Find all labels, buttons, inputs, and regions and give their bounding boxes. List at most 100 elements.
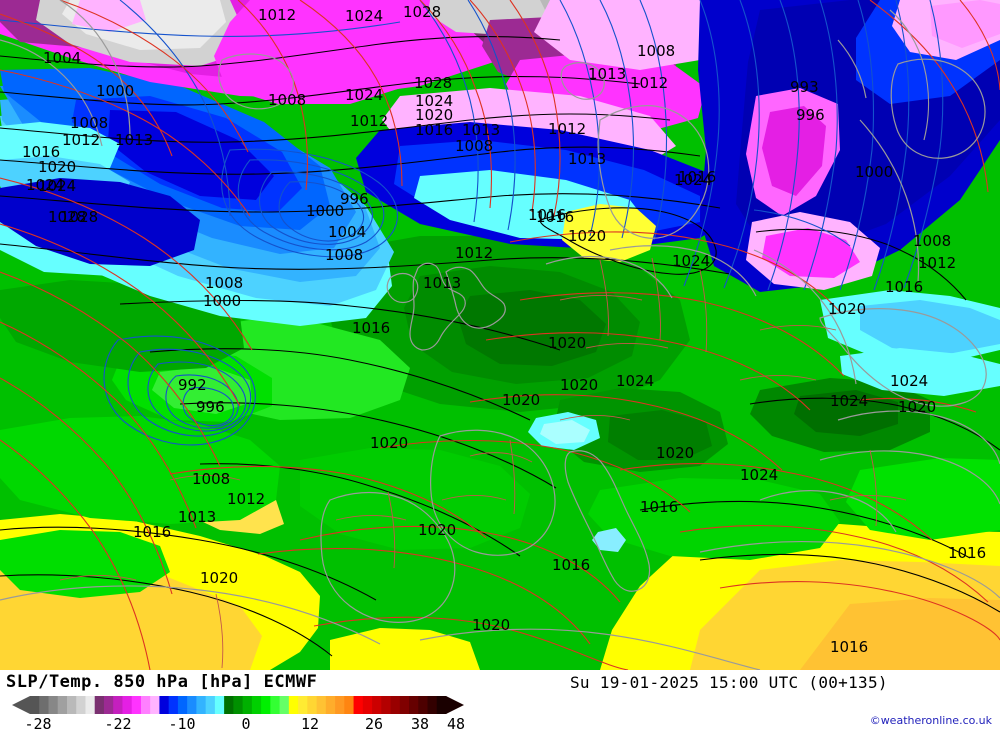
isobar-label: 1020: [656, 444, 694, 462]
isobar-label: 1012: [62, 131, 100, 149]
isobar-label: 1008: [455, 137, 493, 155]
isobar-label: 1008: [205, 274, 243, 292]
temp-fill-green-mid-3: [588, 478, 840, 560]
isobar-label: 1020: [502, 391, 540, 409]
isobar-label: 1020: [200, 569, 238, 587]
colorbar-swatch: [279, 696, 290, 714]
weather-map-canvas[interactable]: 1004 1000 1008 1012 1013 1016 1020 1024 1028 1012…: [0, 0, 1000, 670]
colorbar-swatch: [381, 696, 391, 714]
temp-fill-pink-top-5: [534, 0, 716, 70]
colorbar-swatch: [251, 696, 262, 714]
isobar-label: 1016: [948, 544, 986, 562]
colorbar-swatch: [409, 696, 419, 714]
colorbar-swatch: [224, 696, 234, 714]
isobar-label: 1000: [855, 163, 893, 181]
temp-fill-pink-top-3: [72, 0, 146, 32]
temperature-colorbar[interactable]: -28 -22 -10 0 12 26 38 48: [0, 694, 480, 733]
isobar-label: 1012: [630, 74, 668, 92]
colorbar-swatch: [76, 696, 86, 714]
isobar-label: 1024: [740, 466, 778, 484]
temp-fill-yellow-central: [562, 204, 656, 262]
colorbar-tick-label: 26: [365, 715, 383, 733]
colorbar-right-arrow: [446, 696, 464, 714]
isobar-label: 1020: [898, 398, 936, 416]
colorbar-swatch: [168, 696, 179, 714]
colorbar-tick-label: -22: [104, 715, 131, 733]
colorbar-swatch: [48, 696, 59, 714]
isobar-label: 1012: [548, 120, 586, 138]
colorbar-tick-label: -28: [24, 715, 51, 733]
isobar-label: 1028: [403, 3, 441, 21]
isobar-label: 1020: [560, 376, 598, 394]
colorbar-swatch: [214, 696, 225, 714]
isobar-label: 1012: [918, 254, 956, 272]
isobar-label: 1004: [328, 223, 366, 241]
colorbar-swatch: [103, 696, 114, 714]
colorbar-swatch: [187, 696, 197, 714]
colorbar-swatch: [150, 696, 160, 714]
slp-contours: [0, 0, 1000, 670]
colorbar-swatch: [242, 696, 253, 714]
isobar-label: 1024: [38, 177, 76, 195]
political-borders: [59, 257, 907, 669]
isobar-label: 996: [340, 190, 369, 208]
temp-fill-magenta-ne: [762, 106, 826, 196]
colorbar-swatch: [288, 696, 299, 714]
colorbar-tick-label: 0: [241, 715, 250, 733]
isobar-label: 1020: [568, 227, 606, 245]
isobar-label: 1024: [674, 171, 712, 189]
isobar-label: 1020: [472, 616, 510, 634]
temp-fill-green-mid-2: [300, 448, 530, 550]
isobar-label: 1028: [48, 208, 86, 226]
isobar-label: 1024: [345, 86, 383, 104]
isobar-label: 1012: [258, 6, 296, 24]
colorbar-swatch: [427, 696, 438, 714]
temp-fill-orange-south3: [800, 598, 1000, 670]
isobar-label: 1024: [616, 372, 654, 390]
isobar-label: 1013: [423, 274, 461, 292]
colorbar-tick-label: -10: [168, 715, 195, 733]
temp-fill-magenta-top-3: [214, 0, 470, 104]
isobar-label: 1024: [26, 176, 64, 194]
temp-fill-yellow-iberia: [330, 628, 480, 670]
footer-bar: SLP/Temp. 850 hPa [hPa] ECMWF Su 19-01-2…: [0, 670, 1000, 733]
colorbar-swatch: [94, 696, 105, 714]
isobar-label: 1013: [462, 121, 500, 139]
colorbar-swatch: [30, 696, 40, 714]
colorbar-swatch: [436, 696, 447, 714]
colorbar-swatch: [270, 696, 280, 714]
isobar-label: 1020: [38, 158, 76, 176]
isobar-label: 1013: [178, 508, 216, 526]
isobar-label: 1020: [415, 106, 453, 124]
temp-fill-magenta-e-2: [762, 228, 860, 278]
isobar-label: 1016: [640, 498, 678, 516]
isobar-label: 1024: [890, 372, 928, 390]
isobar-label: 993: [790, 78, 819, 96]
isobar-label: 992: [178, 376, 207, 394]
colorbar-tick-label: 48: [447, 715, 465, 733]
isobar-label: 1020: [418, 521, 456, 539]
temp-fill-blue-deep-2: [108, 110, 274, 200]
isobar-label: 1020: [548, 334, 586, 352]
isobar-label: 1028: [60, 208, 98, 226]
colorbar-swatch: [122, 696, 133, 714]
colorbar-swatch: [325, 696, 336, 714]
isobar-label: 1008: [192, 470, 230, 488]
isobar-label: 1000: [306, 202, 344, 220]
copyright-credit: ©weatheronline.co.uk: [869, 714, 992, 727]
temp-fill-pink-ne-3: [930, 0, 1000, 48]
isobar-label: 1008: [325, 246, 363, 264]
colorbar-swatch: [390, 696, 401, 714]
isobar-label: 1008: [913, 232, 951, 250]
isobar-label: 1008: [637, 42, 675, 60]
colorbar-tick-labels: -28 -22 -10 0 12 26 38 48: [24, 715, 465, 733]
colorbar-swatch: [298, 696, 308, 714]
isobar-label: 1000: [96, 82, 134, 100]
temp-fill-cyan-east-2: [860, 300, 1000, 354]
isobar-label: 1016: [885, 278, 923, 296]
colorbar-tick-label: 38: [411, 715, 429, 733]
colorbar-swatch: [159, 696, 170, 714]
